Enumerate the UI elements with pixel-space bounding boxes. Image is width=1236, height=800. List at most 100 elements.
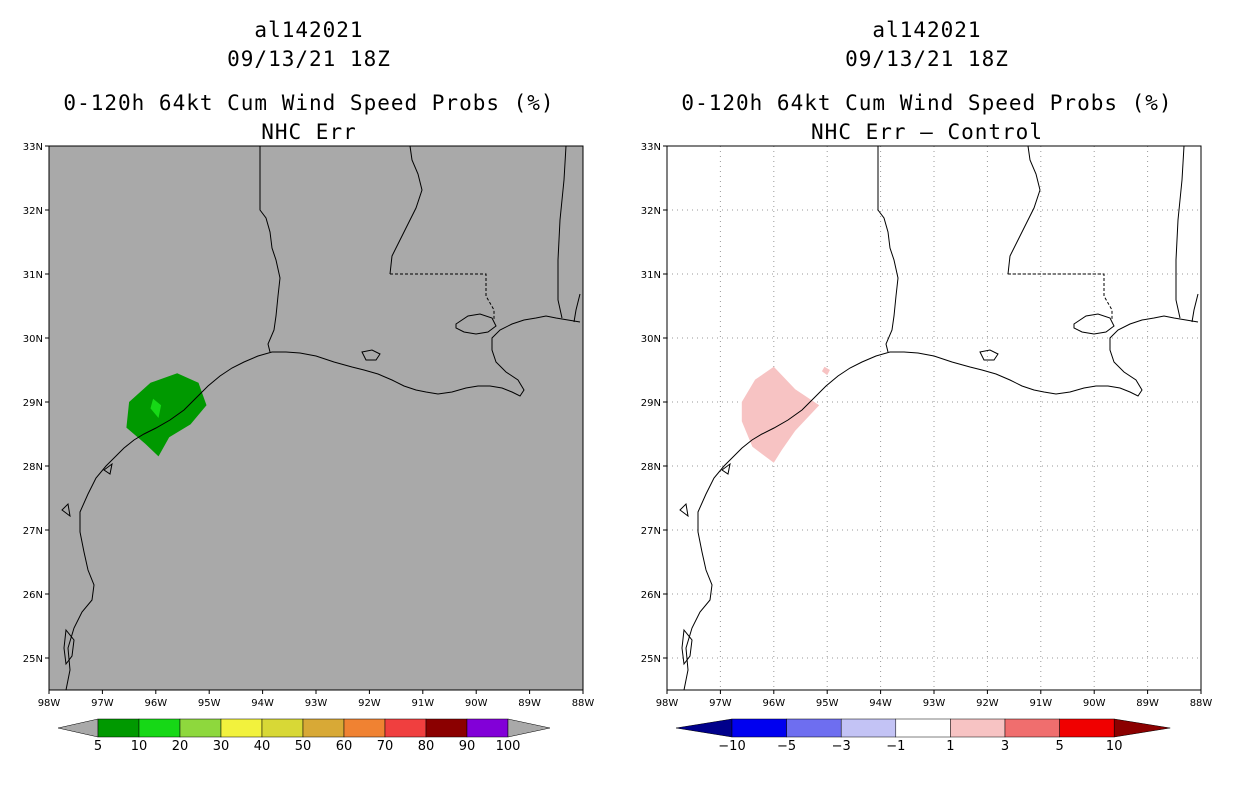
lon-tick-label: 97W bbox=[91, 698, 114, 709]
colorbar-label: −10 bbox=[718, 739, 745, 754]
colorbar-label: 20 bbox=[172, 739, 189, 754]
lon-tick-label: 96W bbox=[144, 698, 167, 709]
colorbar-label: 10 bbox=[1106, 739, 1123, 754]
colorbar-swatch bbox=[302, 718, 345, 738]
lat-tick-label: 27N bbox=[641, 526, 661, 537]
panel-nhc-err: al142021 09/13/21 18Z 0-120h 64kt Cum Wi… bbox=[23, 18, 595, 754]
lon-tick-label: 98W bbox=[656, 698, 679, 709]
panel-nhc-err-control: al142021 09/13/21 18Z 0-120h 64kt Cum Wi… bbox=[618, 0, 1236, 800]
lon-tick-label: 90W bbox=[1083, 698, 1106, 709]
colorbar-label: 100 bbox=[496, 739, 521, 754]
colorbar-label: 5 bbox=[1055, 739, 1063, 754]
storm-id: al142021 bbox=[872, 18, 982, 42]
colorbar-swatch bbox=[731, 718, 787, 738]
lon-tick-label: 89W bbox=[518, 698, 541, 709]
lat-tick-label: 31N bbox=[23, 270, 43, 281]
lat-tick-label: 33N bbox=[641, 142, 661, 153]
colorbar-label: 5 bbox=[94, 739, 102, 754]
colorbar-label: 3 bbox=[1001, 739, 1009, 754]
colorbar-label: 30 bbox=[213, 739, 230, 754]
grid-lines bbox=[667, 146, 1201, 690]
lat-tick-label: 29N bbox=[641, 398, 661, 409]
lat-tick-label: 27N bbox=[23, 526, 43, 537]
colorbar-swatch bbox=[840, 718, 897, 738]
lon-tick-label: 89W bbox=[1136, 698, 1159, 709]
colorbar-label: 40 bbox=[254, 739, 271, 754]
lat-tick-label: 32N bbox=[23, 206, 43, 217]
storm-id: al142021 bbox=[254, 18, 364, 42]
colorbar-swatch bbox=[1004, 718, 1060, 738]
map-title: 0-120h 64kt Cum Wind Speed Probs (%) bbox=[681, 91, 1173, 115]
lat-tick-label: 29N bbox=[23, 398, 43, 409]
state-border bbox=[877, 146, 899, 353]
colorbar-swatch bbox=[97, 718, 140, 738]
lat-tick-label: 26N bbox=[23, 590, 43, 601]
lon-tick-label: 88W bbox=[572, 698, 595, 709]
lon-tick-label: 90W bbox=[465, 698, 488, 709]
lat-tick-label: 25N bbox=[23, 654, 43, 665]
lat-tick-label: 25N bbox=[641, 654, 661, 665]
colorbar-label: 90 bbox=[459, 739, 476, 754]
lon-tick-label: 95W bbox=[198, 698, 221, 709]
colorbar-label: −5 bbox=[777, 739, 796, 754]
colorbar-swatch bbox=[425, 718, 468, 738]
colorbar: −10 −5 −3 −1 1 3 5 10 bbox=[675, 718, 1171, 754]
lat-tick-label: 28N bbox=[23, 462, 43, 473]
colorbar-label: 10 bbox=[131, 739, 148, 754]
state-border bbox=[390, 273, 495, 320]
colorbar-swatch bbox=[895, 718, 951, 738]
colorbar-swatch bbox=[261, 718, 304, 738]
colorbar-label: 70 bbox=[377, 739, 394, 754]
colorbar-swatch bbox=[138, 718, 181, 738]
colorbar-label: 60 bbox=[336, 739, 353, 754]
state-border bbox=[1191, 293, 1199, 323]
probability-area bbox=[126, 373, 207, 457]
coastline bbox=[61, 145, 581, 691]
lat-tick-label: 26N bbox=[641, 590, 661, 601]
lat-tick-label: 33N bbox=[23, 142, 43, 153]
lat-tick-label: 30N bbox=[23, 334, 43, 345]
state-border bbox=[1175, 145, 1185, 319]
colorbar-swatch bbox=[220, 718, 263, 738]
lon-tick-label: 91W bbox=[411, 698, 434, 709]
state-border bbox=[573, 293, 581, 323]
map-title: 0-120h 64kt Cum Wind Speed Probs (%) bbox=[63, 91, 555, 115]
colorbar: 5 10 20 30 40 50 60 70 80 90 100 bbox=[57, 718, 551, 754]
lon-tick-label: 88W bbox=[1190, 698, 1213, 709]
colorbar-swatch bbox=[786, 718, 842, 738]
map-subtitle: NHC Err bbox=[261, 120, 357, 144]
probability-area bbox=[821, 366, 830, 376]
colorbar-swatch bbox=[466, 718, 509, 738]
colorbar-label: −3 bbox=[832, 739, 851, 754]
lat-tick-label: 30N bbox=[641, 334, 661, 345]
datetime: 09/13/21 18Z bbox=[845, 47, 1009, 71]
lat-tick-label: 31N bbox=[641, 270, 661, 281]
state-border bbox=[557, 145, 567, 319]
lon-tick-label: 93W bbox=[923, 698, 946, 709]
lat-tick-label: 28N bbox=[641, 462, 661, 473]
lon-tick-label: 91W bbox=[1029, 698, 1052, 709]
difference-map: 98W 97W 96W 95W 94W 93W 92W 91W 90W 89W 88W 25N 26N 2… bbox=[641, 142, 1213, 754]
lon-tick-label: 92W bbox=[976, 698, 999, 709]
lon-tick-label: 94W bbox=[869, 698, 892, 709]
colorbar-label: 1 bbox=[946, 739, 954, 754]
lon-tick-label: 92W bbox=[358, 698, 381, 709]
probability-area bbox=[150, 398, 162, 418]
colorbar-swatch bbox=[343, 718, 386, 738]
lon-tick-label: 96W bbox=[762, 698, 785, 709]
colorbar-label: −1 bbox=[886, 739, 905, 754]
state-border bbox=[1008, 273, 1113, 320]
lon-tick-label: 93W bbox=[305, 698, 328, 709]
lon-tick-label: 95W bbox=[816, 698, 839, 709]
map-subtitle: NHC Err – Control bbox=[811, 120, 1043, 144]
lon-tick-label: 94W bbox=[251, 698, 274, 709]
colorbar-swatch bbox=[950, 718, 1006, 738]
colorbar-label: 50 bbox=[295, 739, 312, 754]
coastline bbox=[679, 145, 1199, 691]
colorbar-swatch bbox=[384, 718, 427, 738]
colorbar-swatch bbox=[1059, 718, 1115, 738]
colorbar-swatch bbox=[675, 718, 733, 738]
state-border bbox=[1007, 145, 1041, 275]
lon-tick-label: 97W bbox=[709, 698, 732, 709]
probability-area bbox=[741, 366, 820, 463]
